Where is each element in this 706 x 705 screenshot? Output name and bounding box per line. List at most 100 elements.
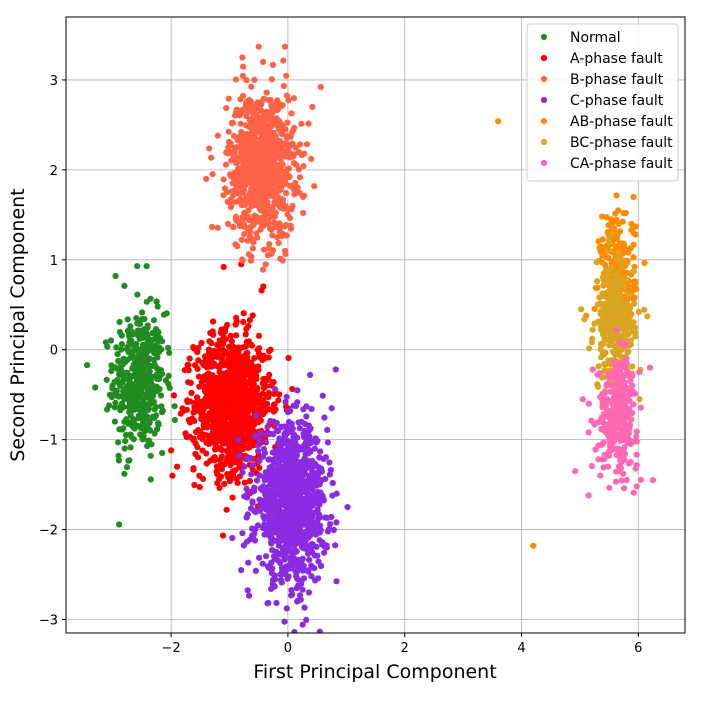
data-point bbox=[237, 120, 244, 127]
data-point bbox=[266, 192, 273, 200]
data-point bbox=[199, 435, 206, 443]
data-point bbox=[240, 147, 247, 154]
data-point bbox=[265, 97, 272, 104]
data-point bbox=[585, 492, 592, 499]
data-point bbox=[247, 437, 254, 444]
data-point bbox=[287, 225, 295, 232]
data-point bbox=[150, 317, 158, 324]
data-point bbox=[290, 183, 297, 190]
data-point bbox=[252, 432, 259, 440]
data-point bbox=[297, 522, 304, 529]
data-point bbox=[591, 320, 598, 327]
data-point bbox=[599, 213, 606, 220]
data-point bbox=[632, 223, 639, 230]
data-point bbox=[196, 383, 203, 390]
data-point bbox=[127, 337, 134, 344]
plot-frame bbox=[65, 16, 686, 634]
data-point bbox=[253, 192, 260, 199]
data-point bbox=[302, 486, 310, 494]
data-point bbox=[254, 178, 261, 185]
data-point bbox=[268, 495, 275, 502]
data-point bbox=[317, 448, 324, 455]
data-point bbox=[145, 386, 152, 393]
data-point bbox=[262, 490, 269, 497]
data-point bbox=[214, 341, 221, 348]
data-point bbox=[243, 354, 251, 361]
data-point bbox=[283, 403, 290, 410]
data-point bbox=[625, 460, 633, 467]
data-point bbox=[114, 376, 121, 384]
data-point bbox=[199, 447, 206, 454]
data-point bbox=[266, 371, 273, 378]
data-point bbox=[279, 177, 286, 184]
data-point bbox=[256, 115, 263, 122]
data-point bbox=[312, 531, 319, 538]
data-point bbox=[279, 202, 286, 209]
data-point bbox=[615, 249, 622, 256]
data-point bbox=[237, 361, 244, 368]
data-point bbox=[323, 542, 330, 549]
data-point bbox=[280, 567, 287, 575]
data-point bbox=[216, 420, 223, 427]
data-point bbox=[276, 100, 283, 107]
data-point bbox=[597, 345, 604, 353]
data-point bbox=[311, 445, 318, 452]
data-point bbox=[265, 472, 272, 479]
data-point bbox=[269, 155, 276, 163]
data-point bbox=[617, 240, 624, 247]
data-point bbox=[247, 455, 254, 462]
data-point bbox=[140, 378, 147, 385]
data-point bbox=[607, 447, 614, 454]
data-point bbox=[297, 562, 304, 569]
data-point bbox=[283, 393, 290, 400]
data-point bbox=[154, 303, 161, 310]
data-point bbox=[649, 477, 657, 484]
data-point bbox=[284, 119, 291, 126]
data-point bbox=[597, 354, 605, 361]
data-point bbox=[261, 498, 268, 505]
data-point bbox=[235, 165, 242, 172]
data-point bbox=[227, 332, 234, 339]
data-point bbox=[617, 457, 624, 464]
data-point bbox=[253, 477, 261, 484]
data-point bbox=[620, 283, 628, 290]
data-point bbox=[618, 477, 625, 484]
data-point bbox=[279, 465, 286, 472]
data-point bbox=[275, 125, 282, 132]
data-point bbox=[585, 429, 592, 436]
data-point bbox=[158, 346, 165, 353]
data-point bbox=[291, 549, 298, 556]
data-point bbox=[302, 420, 309, 428]
data-point bbox=[255, 159, 262, 166]
data-point bbox=[627, 303, 634, 310]
data-point bbox=[223, 149, 230, 156]
data-point bbox=[269, 520, 276, 527]
data-point bbox=[636, 396, 643, 403]
data-point bbox=[219, 387, 226, 394]
data-point bbox=[614, 256, 621, 263]
data-point bbox=[306, 504, 313, 511]
data-point bbox=[191, 481, 198, 489]
data-point bbox=[294, 387, 301, 394]
data-point bbox=[605, 357, 612, 364]
data-point bbox=[241, 479, 248, 486]
data-point bbox=[283, 521, 290, 529]
data-point bbox=[269, 61, 276, 68]
data-point bbox=[303, 413, 310, 420]
data-point bbox=[204, 394, 211, 401]
data-point bbox=[227, 421, 234, 428]
data-point bbox=[263, 531, 270, 538]
data-point bbox=[613, 468, 620, 475]
data-point bbox=[619, 417, 626, 424]
data-point bbox=[245, 559, 252, 566]
data-point bbox=[241, 463, 248, 470]
data-point bbox=[291, 629, 298, 633]
legend-marker bbox=[540, 33, 548, 41]
data-point bbox=[215, 374, 222, 381]
data-point bbox=[199, 475, 207, 482]
data-point bbox=[629, 363, 636, 370]
data-point bbox=[243, 485, 250, 492]
data-point bbox=[621, 444, 628, 451]
data-point bbox=[185, 367, 192, 374]
data-point bbox=[135, 361, 142, 368]
